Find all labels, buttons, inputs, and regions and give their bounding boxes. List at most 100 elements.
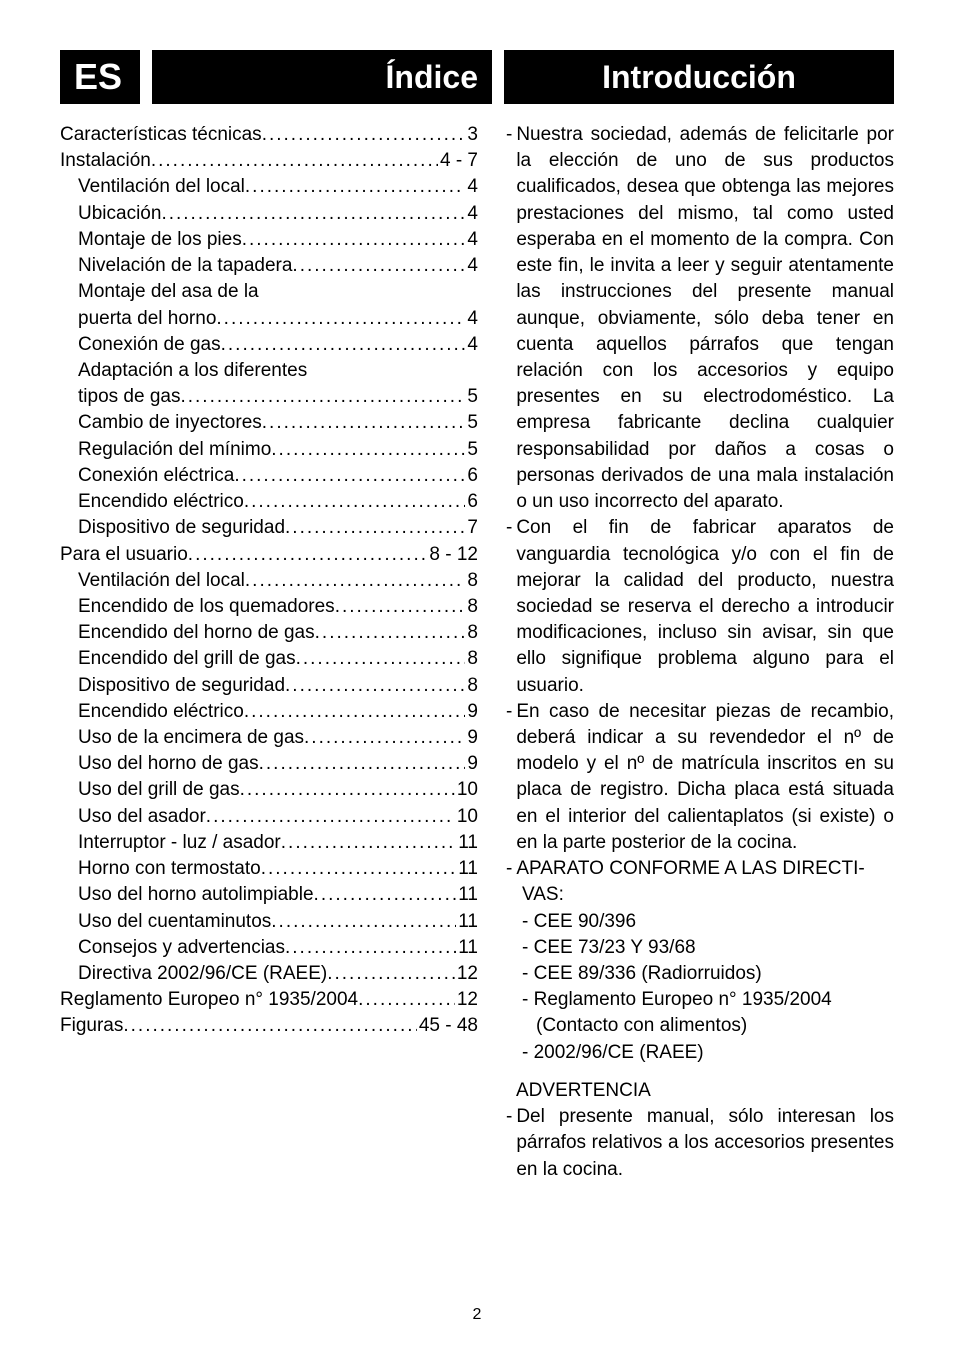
toc-page: 6	[465, 489, 478, 515]
toc-label: Instalación	[60, 148, 151, 174]
toc-page: 4	[465, 306, 478, 332]
directive-line-sub: (Contacto con alimentos)	[506, 1013, 894, 1039]
toc-label: Dispositivo de seguridad	[78, 673, 285, 699]
toc-row: Uso del asador10	[60, 804, 478, 830]
toc-label: Encendido eléctrico	[78, 699, 244, 725]
toc-label: Figuras	[60, 1013, 123, 1039]
toc-page: 12	[455, 961, 478, 987]
toc-row: Encendido eléctrico 9	[60, 699, 478, 725]
toc-dots	[161, 201, 465, 227]
toc-dots	[335, 594, 466, 620]
toc-label: Regulación del mínimo	[78, 437, 271, 463]
toc-row: Figuras45 - 48	[60, 1013, 478, 1039]
toc-row: Horno con termostato11	[60, 856, 478, 882]
toc-label: Ventilación del local	[78, 174, 245, 200]
toc-dots	[216, 306, 465, 332]
toc-dots	[123, 1013, 416, 1039]
toc-label: Ventilación del local	[78, 568, 245, 594]
dash: -	[506, 1104, 516, 1183]
toc-row: Instalación4 - 7	[60, 148, 478, 174]
toc-dots	[188, 542, 428, 568]
toc-label: Consejos y advertencias	[78, 935, 285, 961]
toc-row: Nivelación de la tapadera4	[60, 253, 478, 279]
para-text: En caso de necesitar piezas de recambio,…	[516, 699, 894, 856]
toc-page: 8	[465, 646, 478, 672]
toc-dots	[244, 699, 466, 725]
toc-page: 5	[465, 384, 478, 410]
toc-page: 9	[465, 751, 478, 777]
toc-row: Características técnicas 3	[60, 122, 478, 148]
toc-dots	[244, 489, 466, 515]
toc-page: 10	[455, 777, 478, 803]
toc-page: 3	[465, 122, 478, 148]
toc-label: Encendido del horno de gas	[78, 620, 315, 646]
para-text: Nuestra sociedad, además de felicitarle …	[516, 122, 894, 515]
toc-row: Directiva 2002/96/CE (RAEE) 12	[60, 961, 478, 987]
toc-page: 11	[456, 830, 478, 856]
toc-label: Características técnicas	[60, 122, 262, 148]
page-number: 2	[0, 1306, 954, 1324]
directive-line: - CEE 73/23 Y 93/68	[506, 935, 894, 961]
toc-row: Ventilación del local4	[60, 174, 478, 200]
toc-row: Ventilación del local8	[60, 568, 478, 594]
intro-para-2: - Con el fin de fabricar aparatos de van…	[506, 515, 894, 699]
toc-label: Directiva 2002/96/CE (RAEE)	[78, 961, 327, 987]
toc-label: Encendido del grill de gas	[78, 646, 296, 672]
toc-label: Uso del horno autolimpiable	[78, 882, 314, 908]
toc-row: Reglamento Europeo n° 1935/200412	[60, 987, 478, 1013]
toc-label: Uso del horno de gas	[78, 751, 259, 777]
toc-label: Para el usuario	[60, 542, 188, 568]
toc-row: Uso del grill de gas10	[60, 777, 478, 803]
toc-page: 9	[465, 699, 478, 725]
toc-dots	[206, 804, 455, 830]
toc-row: Uso de la encimera de gas 9	[60, 725, 478, 751]
toc-dots	[234, 463, 465, 489]
toc-label: Horno con termostato	[78, 856, 261, 882]
toc-page: 8	[465, 594, 478, 620]
toc-page: 7	[465, 515, 478, 541]
toc-label: Adaptación a los diferentes	[78, 358, 307, 384]
toc-row: Montaje de los pies4	[60, 227, 478, 253]
indice-title: Índice	[152, 50, 492, 104]
toc-row: Encendido del horno de gas 8	[60, 620, 478, 646]
toc-page: 8	[465, 620, 478, 646]
toc-page: 8 - 12	[427, 542, 478, 568]
toc-label: Uso del asador	[78, 804, 206, 830]
toc-dots	[262, 410, 466, 436]
lang-badge: ES	[60, 50, 140, 104]
toc-label: Uso del cuentaminutos	[78, 909, 271, 935]
toc-label: Encendido eléctrico	[78, 489, 244, 515]
toc-page: 6	[465, 463, 478, 489]
advertencia-para: - Del presente manual, sólo interesan lo…	[506, 1104, 894, 1183]
toc-row: Uso del horno autolimpiable11	[60, 882, 478, 908]
toc-row: Encendido del grill de gas 8	[60, 646, 478, 672]
toc-label: Conexión de gas	[78, 332, 221, 358]
toc-page: 5	[465, 410, 478, 436]
toc-dots	[292, 253, 465, 279]
toc-dots	[358, 987, 455, 1013]
toc-row: Encendido eléctrico 6	[60, 489, 478, 515]
toc-label: Montaje del asa de la	[78, 279, 259, 305]
toc-row: Ubicación4	[60, 201, 478, 227]
toc-dots	[296, 646, 466, 672]
toc-dots	[327, 961, 455, 987]
toc-row: Encendido de los quemadores8	[60, 594, 478, 620]
toc-row: Cambio de inyectores5	[60, 410, 478, 436]
toc-dots	[262, 122, 466, 148]
intro-para-3: - En caso de necesitar piezas de recambi…	[506, 699, 894, 856]
toc-dots	[285, 935, 456, 961]
para-text: Del presente manual, sólo interesan los …	[516, 1104, 894, 1183]
toc-dots	[245, 568, 466, 594]
toc-row: Adaptación a los diferentes	[60, 358, 478, 384]
toc-row: Conexión de gas4	[60, 332, 478, 358]
toc-row: Dispositivo de seguridad8	[60, 673, 478, 699]
toc-page: 11	[456, 935, 478, 961]
intro-para-4: - APARATO CONFORME A LAS DIRECTI-	[506, 856, 894, 882]
toc-dots	[221, 332, 466, 358]
toc-dots	[271, 437, 465, 463]
toc-dots	[315, 620, 466, 646]
toc-label: Uso de la encimera de gas	[78, 725, 304, 751]
toc-dots	[245, 174, 466, 200]
toc-page: 9	[465, 725, 478, 751]
content-area: Características técnicas3Instalación4 - …	[60, 122, 894, 1183]
